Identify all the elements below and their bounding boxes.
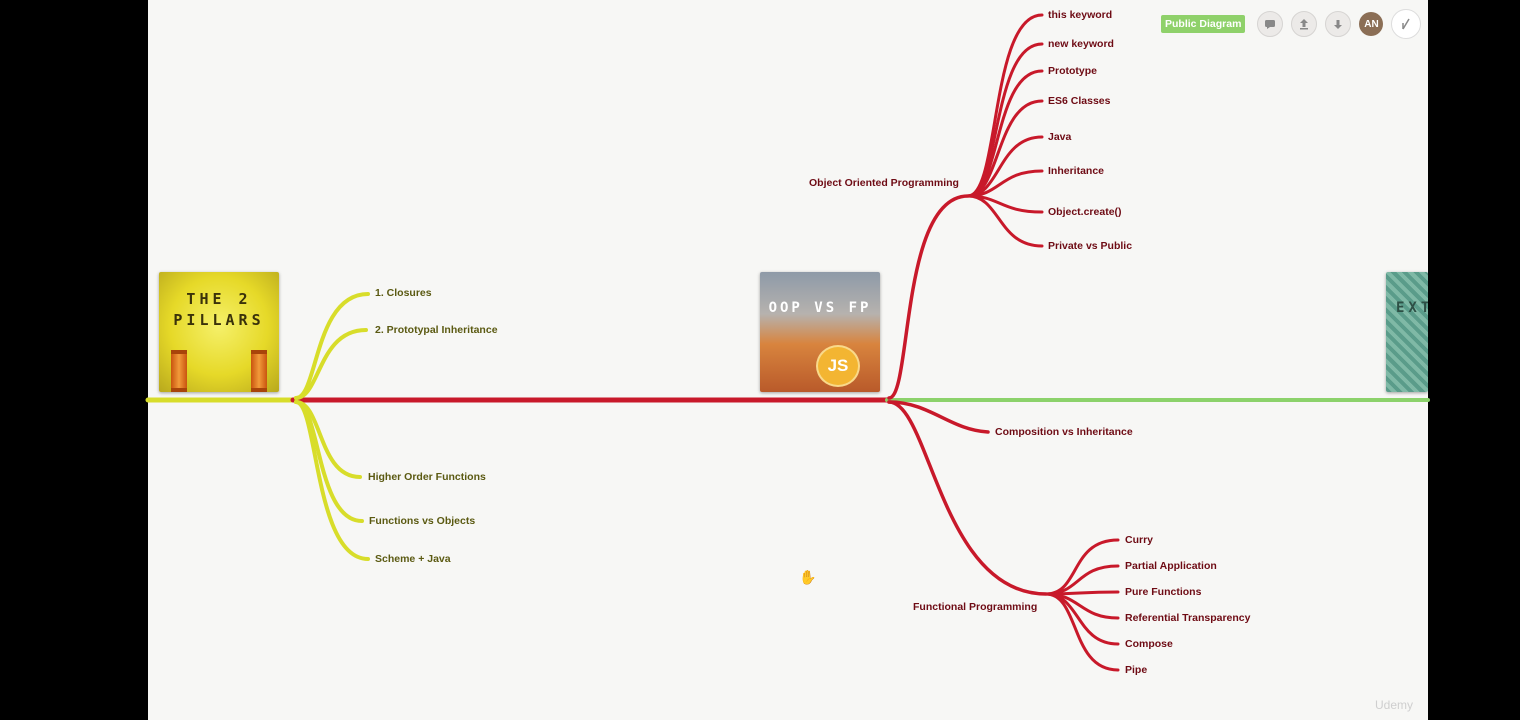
ext-card-title: EXT <box>1396 300 1428 316</box>
node-curry[interactable]: Curry <box>1125 534 1154 546</box>
comment-icon[interactable] <box>1257 11 1284 37</box>
node-prototypal-inheritance[interactable]: 2. Prototypal Inheritance <box>375 324 498 336</box>
oop-card-title: OOP VS FP <box>768 300 872 316</box>
pillar-right-icon <box>251 350 267 392</box>
node-scheme-java[interactable]: Scheme + Java <box>375 553 451 565</box>
node-private-vs-public[interactable]: Private vs Public <box>1048 240 1133 252</box>
node-oop-title[interactable]: Object Oriented Programming <box>809 177 959 189</box>
node-java[interactable]: Java <box>1048 131 1072 143</box>
upload-icon[interactable] <box>1291 11 1318 37</box>
pillars-card[interactable]: THE 2 PILLARS <box>159 272 279 392</box>
node-object-create[interactable]: Object.create() <box>1048 206 1122 218</box>
js-logo-icon: JS <box>816 345 860 387</box>
node-referential-transparency[interactable]: Referential Transparency <box>1125 612 1251 624</box>
node-pipe[interactable]: Pipe <box>1125 664 1148 676</box>
top-toolbar: Public Diagram AN <box>1161 9 1422 39</box>
udemy-watermark: Udemy <box>1375 698 1414 712</box>
present-icon[interactable] <box>1391 9 1422 39</box>
node-new-keyword[interactable]: new keyword <box>1048 38 1114 50</box>
pillar-left-icon <box>171 350 187 392</box>
user-avatar[interactable]: AN <box>1359 12 1384 36</box>
node-fp-title[interactable]: Functional Programming <box>913 601 1038 613</box>
node-composition-vs-inheritance[interactable]: Composition vs Inheritance <box>995 426 1133 438</box>
ext-card[interactable]: EXT <box>1386 272 1428 392</box>
node-es6-classes[interactable]: ES6 Classes <box>1048 95 1111 107</box>
node-higher-order-functions[interactable]: Higher Order Functions <box>368 471 486 483</box>
download-icon[interactable] <box>1325 11 1352 37</box>
node-this-keyword[interactable]: this keyword <box>1048 9 1113 21</box>
pillars-card-title: THE 2 PILLARS <box>173 290 265 329</box>
node-closures[interactable]: 1. Closures <box>375 287 432 299</box>
node-pure-functions[interactable]: Pure Functions <box>1125 586 1202 598</box>
node-prototype[interactable]: Prototype <box>1048 65 1098 77</box>
node-partial-application[interactable]: Partial Application <box>1125 560 1217 572</box>
node-compose[interactable]: Compose <box>1125 638 1173 650</box>
public-diagram-badge[interactable]: Public Diagram <box>1161 15 1246 33</box>
node-inheritance[interactable]: Inheritance <box>1048 165 1105 177</box>
node-functions-vs-objects[interactable]: Functions vs Objects <box>369 515 476 527</box>
hand-cursor-icon: ✋ <box>799 569 817 585</box>
